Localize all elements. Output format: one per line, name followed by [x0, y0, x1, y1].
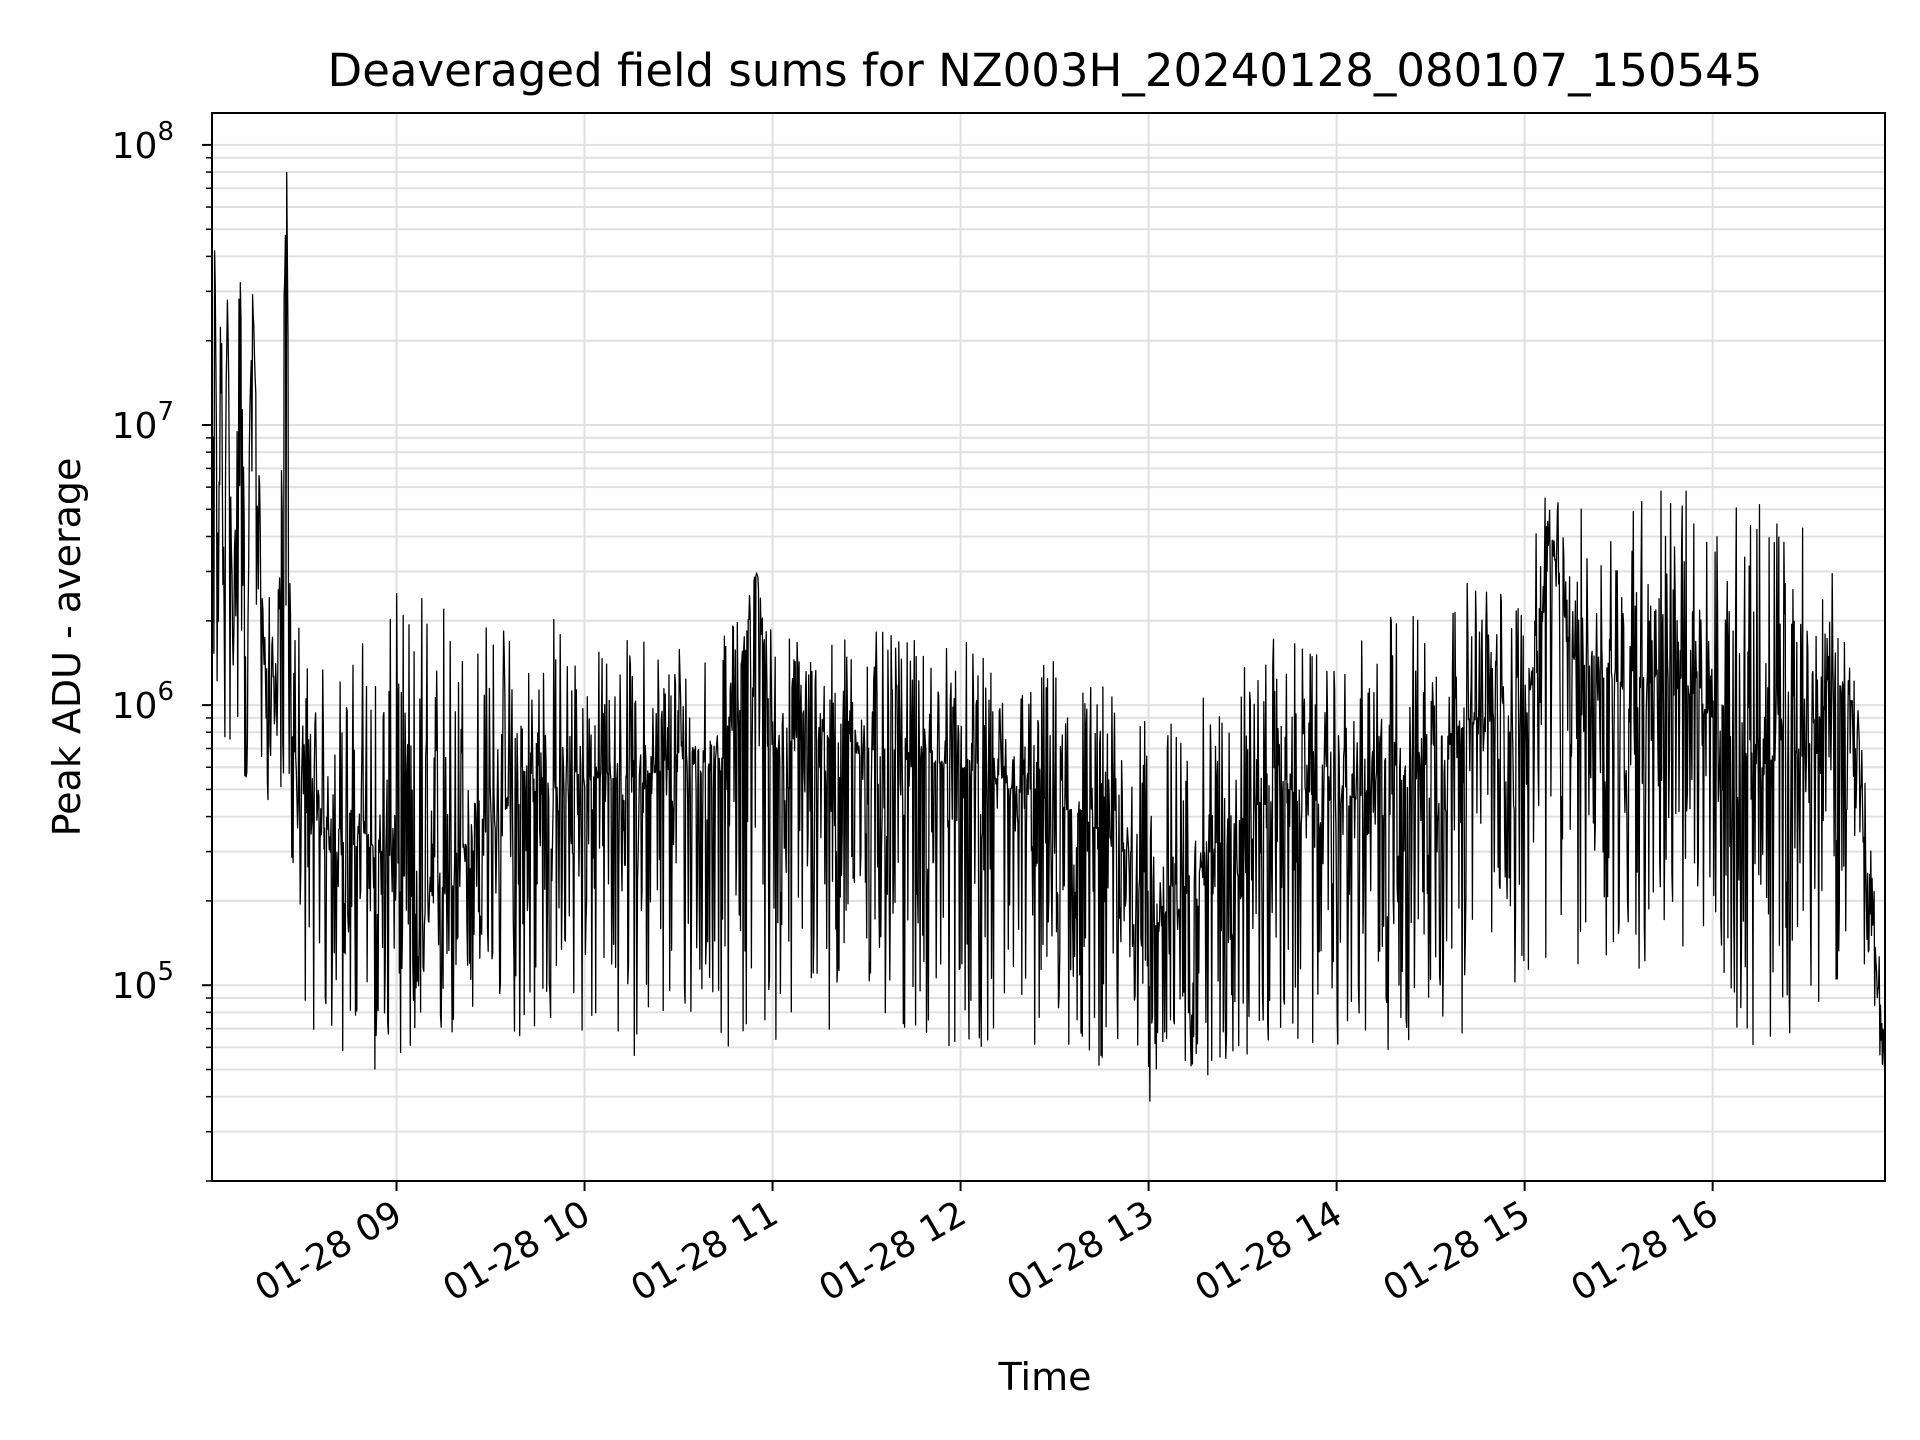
plot-frame [211, 112, 1886, 1182]
y-tick-exponent: 8 [157, 117, 174, 147]
y-axis-label: Peak ADU - average [45, 458, 89, 837]
series-line [212, 171, 1885, 1102]
y-tick-label: 108 [112, 117, 174, 167]
y-tick-exponent: 5 [157, 957, 174, 987]
y-tick-exponent: 6 [157, 677, 174, 707]
x-axis-label: Time [998, 1355, 1092, 1399]
data-series [212, 171, 1885, 1102]
chart-title: Deaveraged field sums for NZ003H_2024012… [328, 44, 1763, 97]
y-tick-exponent: 7 [157, 397, 174, 427]
